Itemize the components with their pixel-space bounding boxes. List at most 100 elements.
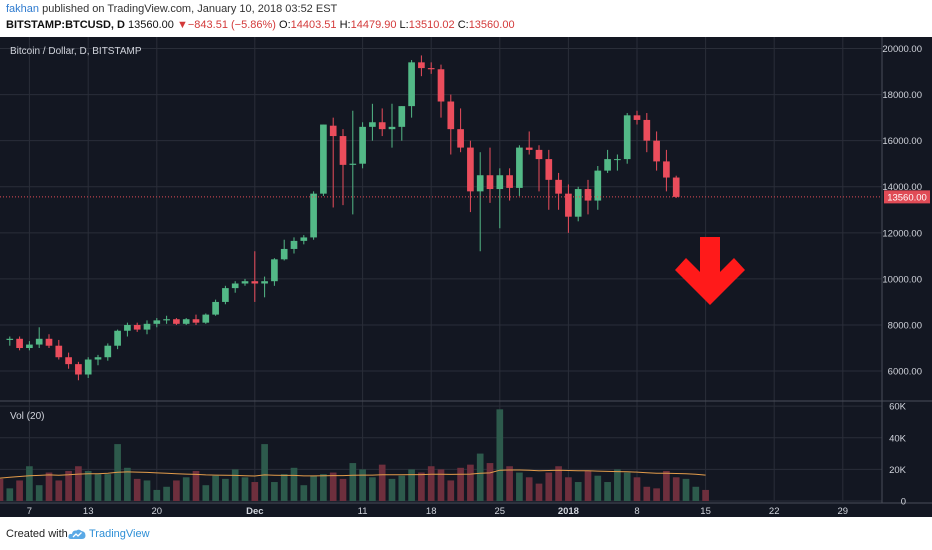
candles <box>6 55 680 381</box>
volume-bar <box>55 480 63 501</box>
candle-body <box>584 189 592 201</box>
candle-body <box>329 125 337 137</box>
candle-up <box>349 110 357 215</box>
time-axis[interactable]: 7 13 20 Dec 11 18 25 2018 8 15 22 29 <box>27 506 848 517</box>
chart-area[interactable]: 6000.00 8000.00 10000.00 12000.00 14000.00 16… <box>0 37 932 517</box>
volume-bar <box>192 470 200 501</box>
price-axis[interactable]: 6000.00 8000.00 10000.00 12000.00 14000.00 16… <box>882 44 922 378</box>
price-tick-label: 14000.00 <box>882 182 922 193</box>
candle-down <box>643 113 651 153</box>
price-tick-label: 10000.00 <box>882 274 922 285</box>
candle-down <box>633 110 641 125</box>
author-link[interactable]: fakhan <box>6 3 40 15</box>
candle-down <box>653 131 660 171</box>
volume-bar <box>663 470 670 501</box>
candle-body <box>378 122 386 130</box>
quote-line: BITSTAMP:BTCUSD, D 13560.00 ▼−843.51 (−5… <box>6 19 515 31</box>
volume-bar <box>369 477 376 501</box>
last-price-badge <box>884 190 930 204</box>
candle-down <box>555 172 562 210</box>
candle-up <box>6 336 14 346</box>
time-tick-label: 15 <box>700 506 711 517</box>
volume-bars <box>0 409 709 501</box>
candle-down <box>525 131 533 155</box>
price-tick-label: 16000.00 <box>882 136 922 147</box>
volume-bar <box>6 488 14 501</box>
volume-bar <box>476 453 484 501</box>
change-arrow-icon: ▼ <box>176 19 188 31</box>
candle-body <box>545 159 553 180</box>
candle-up <box>359 122 366 169</box>
candle-body <box>26 344 33 349</box>
volume-bar <box>271 482 278 501</box>
candle-body <box>525 147 533 150</box>
volume-bar <box>222 478 229 501</box>
candle-up <box>143 320 151 335</box>
volume-bar <box>163 486 170 501</box>
published-text: published on TradingView.com, January 10… <box>42 3 338 15</box>
volume-bar <box>0 478 4 501</box>
volume-bar <box>437 469 445 501</box>
volume-bar <box>594 475 602 501</box>
candle-body <box>222 288 229 302</box>
volume-bar <box>702 489 709 501</box>
candle-up <box>202 313 210 324</box>
candle-body <box>124 324 131 331</box>
volume-tick-label: 0 <box>901 497 906 508</box>
candle-up <box>94 354 102 366</box>
volume-bar <box>349 463 357 501</box>
candle-down <box>55 339 63 360</box>
candle-body <box>133 324 141 330</box>
volume-label: Vol (20) <box>10 411 44 422</box>
volume-bar <box>555 466 562 501</box>
candle-down <box>447 94 455 155</box>
tradingview-brand-link[interactable]: TradingView <box>89 528 150 540</box>
candle-down <box>251 251 259 302</box>
candle-body <box>555 179 562 194</box>
volume-bar <box>143 480 151 501</box>
candle-down <box>437 64 445 118</box>
symbol-label: BITSTAMP:BTCUSD, D <box>6 19 125 31</box>
volume-bar <box>65 470 72 501</box>
candle-body <box>35 338 43 345</box>
candle-body <box>231 283 239 289</box>
candle-body <box>173 319 180 324</box>
volume-bar <box>525 477 533 501</box>
volume-bar <box>280 474 288 501</box>
volume-bar <box>486 463 494 501</box>
volume-bar <box>516 472 523 501</box>
candle-body <box>84 359 92 375</box>
candle-up <box>163 315 170 324</box>
time-tick-label: 7 <box>27 506 32 517</box>
volume-bar <box>133 478 141 501</box>
candle-body <box>339 136 347 165</box>
candle-up <box>614 154 621 171</box>
created-with-label: Created with <box>6 528 68 540</box>
candle-down <box>565 184 572 233</box>
candlestick-chart[interactable]: 6000.00 8000.00 10000.00 12000.00 14000.00 16… <box>0 37 932 517</box>
candle-body <box>94 357 102 360</box>
price-tick-label: 20000.00 <box>882 44 922 55</box>
candle-body <box>55 345 63 358</box>
volume-bar <box>104 474 112 501</box>
candle-down <box>506 168 513 201</box>
candle-down <box>535 145 543 192</box>
candle-down <box>663 149 670 192</box>
candle-up <box>84 357 92 378</box>
candle-body <box>457 129 464 148</box>
candle-body <box>565 193 572 217</box>
volume-bar <box>457 467 464 501</box>
candle-body <box>45 338 53 346</box>
volume-bar <box>388 478 396 501</box>
time-tick-label: 18 <box>426 506 437 517</box>
candle-up <box>398 106 406 141</box>
volume-bar <box>535 483 543 501</box>
down-arrow-shape <box>675 237 745 305</box>
open-value: 14403.51 <box>290 19 337 31</box>
candle-down <box>173 318 180 325</box>
volume-bar <box>359 469 366 501</box>
candle-up <box>104 343 112 361</box>
candle-up <box>408 60 415 118</box>
candle-body <box>614 159 621 161</box>
candle-up <box>222 285 229 305</box>
